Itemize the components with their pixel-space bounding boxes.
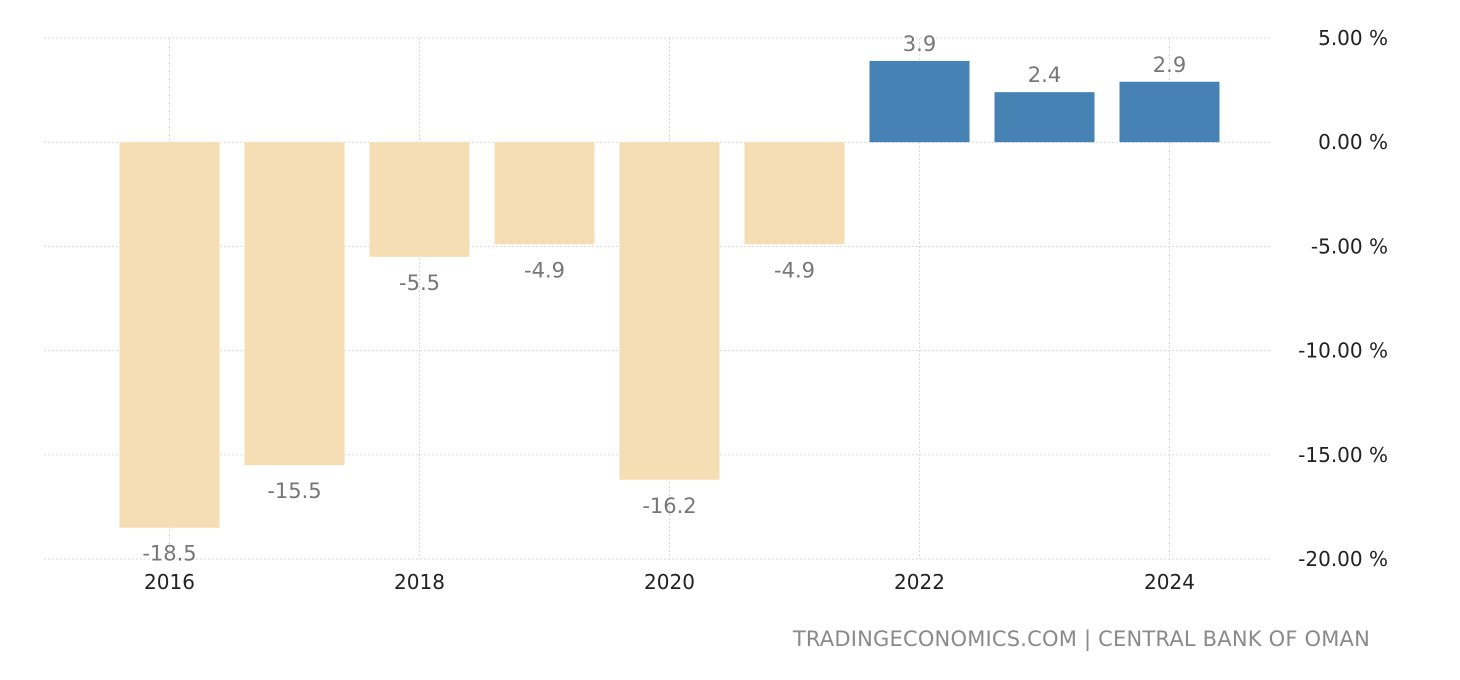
x-tick-label: 2018 <box>394 570 445 594</box>
y-tick-label: 5.00 % <box>1318 26 1388 50</box>
y-tick-label: -5.00 % <box>1311 234 1388 258</box>
bar-2018[interactable] <box>369 142 470 257</box>
data-label-2017: -15.5 <box>267 479 321 503</box>
bar-2019[interactable] <box>494 142 595 245</box>
x-tick-label: 2020 <box>644 570 695 594</box>
bar-2022[interactable] <box>869 60 970 143</box>
data-label-2016: -18.5 <box>142 542 196 566</box>
x-axis-ticks: 2016 2018 2020 2022 2024 <box>144 570 1195 594</box>
y-tick-label: -10.00 % <box>1298 339 1388 363</box>
bar-2016[interactable] <box>119 142 220 528</box>
y-tick-label: -15.00 % <box>1298 443 1388 467</box>
data-label-2022: 3.9 <box>903 32 936 56</box>
data-label-2024: 2.9 <box>1153 53 1186 77</box>
x-tick-label: 2022 <box>894 570 945 594</box>
y-axis-ticks: 5.00 % 0.00 % -5.00 % -10.00 % -15.00 % -20.0… <box>1298 26 1388 571</box>
y-tick-label: -20.00 % <box>1298 547 1388 571</box>
x-tick-label: 2024 <box>1144 570 1195 594</box>
y-tick-label: 0.00 % <box>1318 130 1388 154</box>
data-label-2019: -4.9 <box>524 258 565 282</box>
source-credit: TRADINGECONOMICS.COM | CENTRAL BANK OF O… <box>792 627 1370 651</box>
data-label-2023: 2.4 <box>1028 63 1061 87</box>
data-labels: -18.5 -15.5 -5.5 -4.9 -16.2 -4.9 3.9 2.4 2.9 <box>142 32 1186 566</box>
data-label-2018: -5.5 <box>399 271 440 295</box>
data-label-2021: -4.9 <box>774 258 815 282</box>
bar-2021[interactable] <box>744 142 845 245</box>
x-tick-label: 2016 <box>144 570 195 594</box>
bar-2023[interactable] <box>994 92 1095 143</box>
bar-2020[interactable] <box>619 142 720 480</box>
bar-2024[interactable] <box>1119 81 1220 143</box>
bar-2017[interactable] <box>244 142 345 466</box>
bars <box>119 60 1220 528</box>
data-label-2020: -16.2 <box>642 494 696 518</box>
